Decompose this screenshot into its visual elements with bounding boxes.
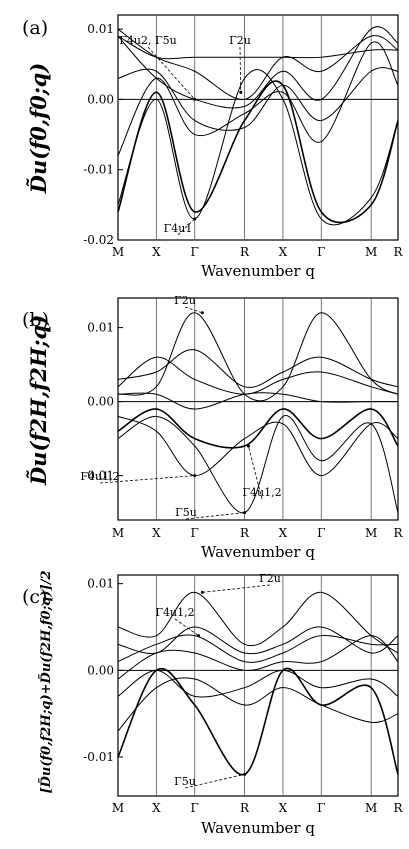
y-tick-label: 0.01 (87, 321, 114, 335)
x-tick-label: Γ (317, 801, 325, 815)
annotation-arrowhead (243, 772, 247, 776)
plot-frame (117, 14, 399, 241)
series-line-6 (117, 415, 399, 514)
series-line-7 (117, 667, 399, 776)
series-line-1 (117, 591, 399, 654)
plot-frame (117, 297, 399, 521)
series-line-1 (117, 35, 399, 60)
series-line-2 (117, 28, 399, 100)
y-tick-label: 0.00 (87, 395, 114, 409)
chart-panel-3: M X Γ R X Γ M R 0.01 0.00 -0.01 (c) Wavenumber q [D̃u… (22, 571, 403, 838)
annotation-label: Γ4u1,2 (80, 470, 119, 483)
x-tick-label: X (152, 801, 161, 815)
x-axis-label: Wavenumber q (201, 543, 315, 561)
y-axis-label: D̃u(f0,f0;q) (26, 63, 51, 194)
series-line-7 (117, 80, 399, 224)
annotation-label: Γ5u (174, 775, 196, 788)
annotation-label: Γ4u1,2 (155, 606, 194, 619)
x-tick-label: M (365, 801, 377, 815)
x-tick-label: R (393, 801, 403, 815)
annotation-arrowhead (246, 444, 250, 448)
annotation-arrow (239, 46, 242, 93)
annotation-arrow (184, 773, 245, 789)
annotation-arrowhead (243, 511, 247, 515)
series-line-3 (117, 634, 399, 663)
x-tick-label: M (365, 245, 377, 259)
y-tick-label: 0.01 (87, 22, 114, 36)
annotation-arrowhead (200, 311, 204, 315)
annotation-arrow (177, 218, 195, 236)
x-tick-label: R (240, 245, 250, 259)
series-line-4 (117, 635, 399, 680)
annotation-label: Γ4u1 (164, 222, 193, 235)
x-tick-label: R (393, 526, 403, 540)
y-tick-label: 0.01 (87, 577, 114, 591)
annotation-label: Γ2u (174, 294, 196, 307)
x-tick-label: M (112, 245, 124, 259)
x-tick-label: M (112, 801, 124, 815)
x-tick-label: Γ (191, 245, 199, 259)
y-tick-label: 0.00 (87, 92, 114, 106)
y-tick-label: -0.01 (83, 163, 114, 177)
x-tick-label: X (279, 801, 288, 815)
series-line-4 (117, 392, 398, 410)
x-tick-label: R (393, 245, 403, 259)
x-axis-label: Wavenumber q (201, 262, 315, 280)
annotation-arrow (99, 475, 195, 484)
annotation-label: Γ2u (229, 34, 251, 47)
series-line-5 (117, 669, 399, 698)
annotation-arrow (184, 306, 203, 314)
annotation-label: Γ5u (175, 506, 197, 519)
x-tick-label: Γ (317, 526, 325, 540)
x-tick-label: Γ (191, 526, 199, 540)
y-tick-label: -0.01 (83, 469, 114, 483)
panel-label: (b) (22, 309, 49, 331)
series-line-6 (117, 677, 399, 732)
series-line-7 (117, 408, 399, 449)
plot-frame (117, 574, 399, 797)
annotation-label: Γ4u1,2 (242, 486, 281, 499)
series-line-3 (117, 356, 399, 395)
annotation-arrowhead (193, 217, 197, 221)
x-tick-label: Γ (317, 245, 325, 259)
annotation-arrowhead (193, 97, 197, 101)
annotation-arrowhead (193, 474, 197, 478)
panel-label: (c) (22, 586, 47, 608)
x-tick-label: X (152, 526, 161, 540)
annotation-arrow (147, 46, 196, 100)
chart-panel-1: M X Γ R X Γ M R 0.01 0.00 -0.01 -0.02 (a) Wavenumber … (22, 14, 403, 280)
x-axis-label: Wavenumber q (201, 819, 315, 837)
x-tick-label: R (240, 801, 250, 815)
y-tick-label: -0.02 (83, 233, 114, 247)
series-line-2 (117, 626, 399, 655)
x-tick-label: X (279, 526, 288, 540)
annotation-arrowhead (197, 634, 201, 638)
x-tick-label: M (112, 526, 124, 540)
panel-label: (a) (22, 17, 48, 39)
series-line-5 (117, 415, 399, 477)
annotation-label: Γ4u2, Γ5u (119, 34, 176, 47)
series-line-5 (117, 41, 399, 156)
annotation-label: Γ2u (259, 572, 281, 585)
series-line-2 (117, 349, 399, 388)
x-tick-label: M (365, 526, 377, 540)
series-line-1 (117, 312, 399, 402)
x-tick-label: R (240, 526, 250, 540)
chart-panel-2: M X Γ R X Γ M R 0.01 0.00 -0.01 (b) Wavenumber q D̃u(… (22, 294, 403, 561)
series-line-3 (117, 26, 399, 109)
x-tick-label: Γ (191, 801, 199, 815)
annotation-arrow (248, 445, 263, 500)
annotation-arrowhead (200, 590, 204, 594)
annotation-arrowhead (239, 90, 243, 94)
annotation-arrow (202, 584, 271, 593)
y-axis-label: D̃u(f2H,f2H;q) (26, 315, 51, 486)
y-tick-label: -0.01 (83, 750, 114, 764)
y-tick-label: 0.00 (87, 663, 114, 677)
x-tick-label: X (152, 245, 161, 259)
series-line-6 (117, 69, 399, 226)
x-tick-label: X (279, 245, 288, 259)
series-line-4 (117, 67, 399, 131)
y-axis-label: [D̃u(f0,f2H;q)+D̃u(f2H,f0;q)]/2 (38, 571, 54, 794)
